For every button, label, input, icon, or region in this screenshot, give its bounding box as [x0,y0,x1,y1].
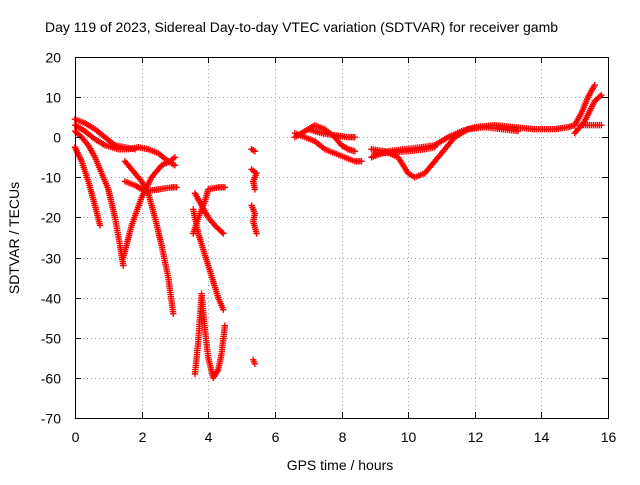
y-axis-label: SDTVAR / TECUs [6,182,22,294]
y-tick-label: 0 [53,130,61,146]
data-point-marker [251,148,259,155]
data-point-marker [431,144,438,151]
series-arc-06 [121,178,180,195]
series-arc-17 [291,130,365,165]
y-tick-label: -50 [41,331,61,347]
data-point-marker [598,91,605,99]
series-arc-12 [248,146,259,155]
data-point-marker [596,93,604,100]
x-axis-label: GPS time / hours [287,457,394,473]
data-point-marker [591,81,598,89]
data-point-marker [220,306,227,313]
series-arc-18 [304,126,359,141]
series-arc-13 [248,166,260,193]
series-arc-24 [578,121,605,129]
series-arc-21 [371,144,438,157]
series-arc-11 [191,290,229,382]
data-point-marker [221,184,229,191]
data-point-marker [514,128,522,135]
data-point-marker [173,184,180,191]
y-tick-label: 20 [45,50,61,66]
y-tick-label: -40 [41,291,61,307]
data-point-marker [251,360,259,368]
x-tick-label: 4 [205,429,213,445]
y-tick-label: -30 [41,251,61,267]
series-arc-22 [571,81,598,129]
data-point-marker [96,222,104,229]
data-point-marker [251,186,259,193]
data-markers [71,81,605,382]
series-arc-02 [71,121,179,169]
data-point-marker [171,154,179,161]
y-tick-label: 10 [45,90,61,106]
series-arc-15 [250,356,259,368]
axis-ticks [75,57,609,419]
series-arc-10 [190,206,227,313]
y-tick-label: -10 [41,170,61,186]
y-tick-label: -20 [41,210,61,226]
x-tick-label: 6 [272,429,280,445]
data-point-marker [598,121,605,129]
data-point-marker [351,134,359,141]
chart-title: Day 119 of 2023, Sidereal Day-to-day VTE… [45,19,558,35]
data-point-marker [358,158,365,165]
grid-lines [75,57,608,418]
data-point-marker [220,230,227,237]
x-tick-label: 12 [468,429,484,445]
y-tick-label: -60 [41,371,61,387]
data-point-marker [171,162,179,169]
data-point-marker [253,230,260,237]
series-arc-07 [121,158,177,317]
y-tick-label: -70 [41,411,61,427]
series-arc-04 [71,144,104,229]
x-tick-label: 16 [601,429,617,445]
x-tick-label: 0 [72,429,80,445]
data-point-marker [221,322,229,329]
x-tick-label: 2 [139,429,147,445]
data-point-marker [218,228,226,236]
series-arc-14 [248,202,260,237]
x-tick-label: 8 [339,429,347,445]
x-tick-labels: 0 2 4 6 8 10 12 14 16 [72,429,617,445]
series-arc-08 [191,190,227,237]
x-tick-label: 10 [401,429,417,445]
data-point-marker [351,148,359,155]
data-point-marker [170,310,177,317]
x-tick-label: 14 [534,429,550,445]
series-arc-03 [71,128,127,269]
y-tick-labels: -70 -60 -50 -40 -30 -20 -10 0 10 20 [41,50,61,427]
data-point-marker [120,262,127,269]
